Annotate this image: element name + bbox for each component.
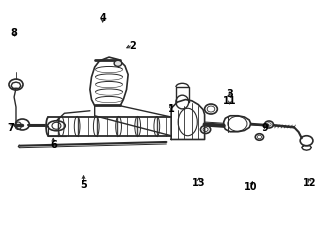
Text: 9: 9: [262, 122, 268, 132]
Text: 6: 6: [50, 140, 57, 150]
Text: 7: 7: [7, 122, 14, 132]
Text: 3: 3: [227, 89, 234, 99]
Text: 2: 2: [130, 40, 136, 50]
Text: 11: 11: [223, 95, 237, 105]
Text: 8: 8: [10, 28, 17, 38]
Text: 4: 4: [99, 13, 106, 23]
Circle shape: [114, 61, 122, 67]
Text: 1: 1: [168, 104, 174, 114]
Text: 12: 12: [303, 177, 316, 187]
Text: 10: 10: [244, 181, 258, 191]
Text: 5: 5: [80, 180, 87, 190]
Text: 13: 13: [191, 177, 205, 187]
